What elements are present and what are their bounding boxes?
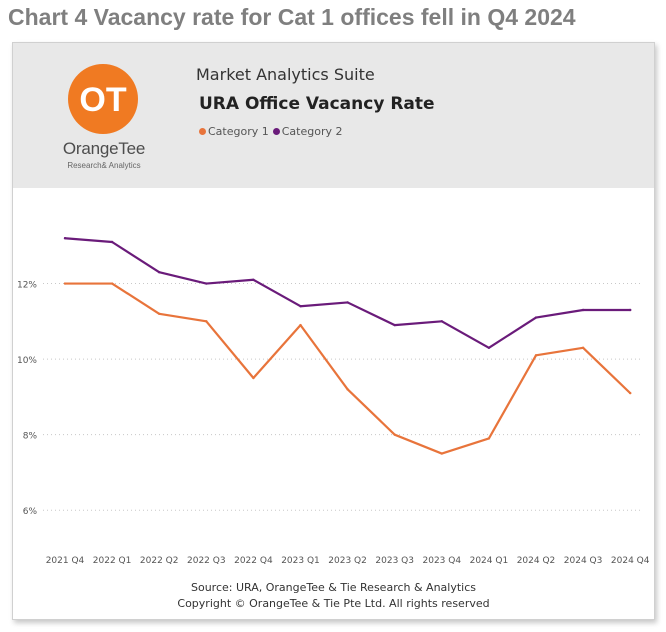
data-point-category-2 (158, 271, 161, 274)
x-tick-label: 2024 Q2 (517, 556, 556, 566)
data-point-category-1 (534, 354, 538, 357)
data-point-category-1 (63, 282, 67, 285)
x-tick-label: 2024 Q3 (564, 556, 603, 566)
series-line-category-1 (63, 282, 632, 455)
x-tick-label: 2024 Q4 (611, 556, 650, 566)
chart-legend: Category 1 Category 2 (199, 125, 347, 138)
source-note: Source: URA, OrangeTee & Tie Research & … (190, 581, 477, 594)
data-point-category-1 (629, 391, 632, 395)
x-tick-label: 2024 Q1 (470, 556, 509, 566)
data-point-category-1 (252, 376, 255, 380)
suite-title: Market Analytics Suite (196, 65, 375, 84)
page-title: Chart 4 Vacancy rate for Cat 1 offices f… (8, 4, 576, 30)
series-line-category-2 (63, 237, 632, 349)
data-point-category-2 (346, 301, 349, 304)
x-tick-label: 2022 Q4 (234, 556, 273, 566)
chart-card: OT OrangeTee Research& Analytics Market … (12, 42, 655, 620)
data-point-category-1 (487, 437, 491, 440)
data-point-category-2 (205, 282, 208, 285)
logo-text: OT (79, 81, 126, 119)
legend-dot-category-2 (272, 128, 280, 135)
header-banner: OT OrangeTee Research& Analytics Market … (13, 43, 654, 188)
y-tick-label: 8% (23, 432, 38, 442)
x-tick-label: 2022 Q2 (140, 556, 179, 566)
data-point-category-1 (158, 312, 161, 315)
x-tick-label: 2021 Q4 (46, 556, 85, 566)
data-point-category-2 (299, 305, 302, 308)
brand-subtitle: Research& Analytics (67, 161, 141, 170)
line-chart: 6% 8% 10% 12% 2021 Q4 2022 Q1 2022 Q2 2022 Q3 20… (17, 237, 650, 566)
legend-item-category-1[interactable]: Category 1 (199, 125, 269, 138)
y-tick-label: 12% (17, 281, 37, 291)
x-tick-label: 2023 Q4 (423, 556, 462, 566)
data-point-category-2 (110, 240, 114, 244)
y-tick-label: 6% (23, 507, 38, 517)
x-tick-label: 2023 Q1 (281, 556, 320, 566)
legend-label-category-1: Category 1 (208, 125, 269, 138)
data-point-category-2 (252, 278, 255, 281)
data-point-category-2 (487, 346, 491, 349)
data-point-category-2 (581, 308, 585, 312)
data-point-category-1 (110, 282, 114, 285)
data-point-category-2 (393, 323, 396, 327)
data-point-category-1 (299, 323, 302, 327)
x-tick-label: 2022 Q3 (187, 556, 226, 566)
orangetee-logo-icon: OT (68, 64, 138, 134)
legend-label-category-2: Category 2 (281, 125, 343, 138)
data-point-category-1 (205, 320, 208, 323)
data-point-category-2 (63, 237, 67, 240)
legend-dot-category-1 (199, 128, 206, 135)
data-point-category-2 (534, 316, 538, 319)
data-point-category-1 (581, 346, 585, 349)
legend-item-category-2[interactable]: Category 2 (272, 125, 343, 138)
y-tick-label: 10% (17, 356, 37, 366)
x-tick-label: 2023 Q3 (375, 556, 414, 566)
data-point-category-1 (440, 452, 443, 455)
copyright-note: Copyright © OrangeTee & Tie Pte Ltd. All… (177, 597, 490, 610)
data-point-category-1 (393, 433, 396, 436)
brand-name: OrangeTee (62, 139, 146, 158)
data-point-category-2 (440, 320, 443, 323)
x-tick-label: 2023 Q2 (328, 556, 367, 566)
x-tick-label: 2022 Q1 (93, 556, 132, 566)
data-point-category-2 (629, 308, 632, 312)
data-point-category-1 (346, 388, 349, 391)
chart-title: URA Office Vacancy Rate (199, 94, 435, 114)
